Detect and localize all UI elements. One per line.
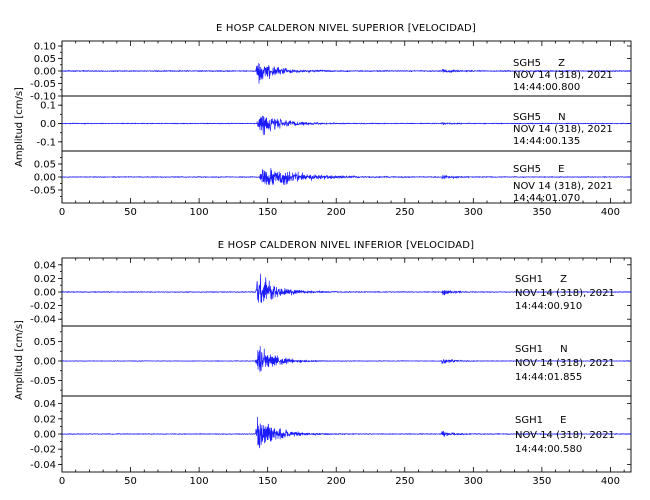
lower-panel-1-ytick-label: 0.04	[34, 260, 56, 271]
lower-figure: E HOSP CALDERON NIVEL INFERIOR [VELOCIDA…	[14, 240, 632, 487]
upper-xtick-label: 400	[601, 207, 620, 218]
upper-title: E HOSP CALDERON NIVEL SUPERIOR [VELOCIDA…	[216, 23, 476, 34]
lower-panel-3-ytick-label: 0.00	[34, 430, 56, 441]
upper-panel-2-ytick-label: 0.1	[40, 101, 56, 112]
upper-panel-3-yticks: 0.05 0.00 -0.05	[30, 157, 631, 197]
lower-panel-1-station-code: SGH1	[515, 274, 543, 285]
lower-panel-3-ytick-label: 0.04	[34, 399, 56, 410]
upper-panel-2-trace	[61, 115, 632, 135]
upper-panel-3-date: NOV 14 (318), 2021	[513, 181, 613, 192]
lower-panel-2-date: NOV 14 (318), 2021	[515, 358, 615, 369]
lower-panel-1: 0.04 0.02 0.00 -0.02 -0.04 SGH1 Z NOV 14 (31…	[30, 257, 632, 327]
upper-panel-2-ytick-label: 0.0	[40, 119, 56, 130]
lower-panel-3-date: NOV 14 (318), 2021	[515, 430, 615, 441]
upper-panel-2-station: SGH5 N	[513, 112, 566, 123]
upper-panel-3-ytick-label: 0.05	[34, 160, 56, 171]
upper-xtick-label: 0	[59, 207, 65, 218]
upper-xtick-label: 150	[258, 207, 277, 218]
lower-panel-1-component: Z	[560, 274, 567, 285]
upper-panel-3-component: E	[558, 164, 564, 175]
lower-panel-2-ytick-label: 0.05	[34, 337, 56, 348]
upper-panel-3: 0.050.00-0.05 SGH5 E NOV 14 (318), 2021 …	[30, 150, 632, 204]
upper-xtick-label: 300	[464, 207, 483, 218]
upper-panel-1-date: NOV 14 (318), 2021	[513, 70, 613, 81]
lower-panel-3-ytick-label: 0.02	[34, 414, 56, 425]
lower-ylabel: Amplitud [cm/s]	[14, 320, 25, 400]
lower-panel-2-ytick-label: -0.05	[30, 376, 56, 387]
upper-panel-1-ytick-label: 0.10	[34, 42, 56, 53]
upper-xtick-label: 200	[327, 207, 346, 218]
lower-panel-3-time: 14:44:00.580	[515, 444, 582, 455]
lower-panel-2-ytick-label: 0.00	[34, 357, 56, 368]
lower-panel-3: 0.04 0.02 0.00 -0.02 -0.04 SGH1 E NOV 14 (31…	[30, 395, 632, 473]
upper-panel-2-station-code: SGH5	[513, 112, 541, 123]
upper-xtick-label: 250	[395, 207, 414, 218]
upper-xtick-label: 50	[124, 207, 137, 218]
lower-panel-1-ytick-label: -0.04	[30, 315, 56, 326]
upper-panel-1: 0.100.05 0.00-0.05 -0.10 SGH5 Z NOV 14 (31…	[30, 40, 632, 103]
upper-panel-1-ytick-label: 0.05	[34, 54, 56, 65]
upper-panel-1-ytick-label: -0.10	[30, 92, 56, 103]
lower-panel-2-component: N	[560, 344, 567, 355]
lower-xaxis: 0 50 100 150 200 250 300 350 400	[59, 258, 625, 487]
upper-panel-2-ytick-label: -0.1	[36, 137, 56, 148]
upper-panel-3-time: 14:44:01.070	[513, 193, 580, 204]
upper-panel-3-trace	[61, 168, 632, 185]
lower-panel-2-time: 14:44:01.855	[515, 372, 582, 383]
upper-panel-1-station-code: SGH5	[513, 58, 541, 69]
lower-panel-3-ytick-label: -0.04	[30, 460, 56, 471]
upper-panel-1-trace	[61, 63, 632, 84]
lower-title: E HOSP CALDERON NIVEL INFERIOR [VELOCIDA…	[218, 240, 475, 251]
upper-panel-1-ytick-label: 0.00	[34, 67, 56, 78]
lower-panel-1-trace	[61, 273, 632, 303]
lower-panel-1-ytick-label: -0.02	[30, 301, 56, 312]
upper-xtick-label: 350	[532, 207, 551, 218]
upper-panel-3-ytick-label: -0.05	[30, 186, 56, 197]
upper-ylabel: Amplitud [cm/s]	[14, 87, 25, 167]
upper-panel-2-time: 14:44:00.135	[513, 136, 580, 147]
lower-panel-1-station: SGH1 Z	[515, 274, 567, 285]
lower-xtick-label: 250	[395, 476, 414, 487]
upper-panel-1-ytick-label: -0.05	[30, 79, 56, 90]
lower-panel-1-ytick-label: 0.02	[34, 274, 56, 285]
lower-panel-3-station-code: SGH1	[515, 415, 543, 426]
lower-panel-1-date: NOV 14 (318), 2021	[515, 288, 615, 299]
lower-panel-3-station: SGH1 E	[515, 415, 567, 426]
lower-xtick-label: 0	[59, 476, 65, 487]
upper-figure: E HOSP CALDERON NIVEL SUPERIOR [VELOCIDA…	[14, 23, 632, 218]
upper-panel-1-station: SGH5 Z	[513, 58, 565, 69]
lower-xtick-label: 100	[190, 476, 209, 487]
upper-panel-3-station-code: SGH5	[513, 164, 541, 175]
lower-panel-3-component: E	[560, 415, 566, 426]
upper-xtick-label: 100	[190, 207, 209, 218]
upper-panel-3-station: SGH5 E	[513, 164, 565, 175]
upper-panel-2-date: NOV 14 (318), 2021	[513, 124, 613, 135]
lower-panel-2: 0.050.00-0.05 SGH1 N NOV 14 (318), 2021 …	[30, 325, 632, 397]
lower-panel-2-trace	[61, 346, 632, 373]
lower-xtick-label: 50	[124, 476, 137, 487]
lower-xtick-label: 300	[464, 476, 483, 487]
lower-panel-3-trace	[61, 416, 632, 449]
lower-xtick-label: 150	[258, 476, 277, 487]
lower-panel-2-station: SGH1 N	[515, 344, 568, 355]
lower-panel-2-station-code: SGH1	[515, 344, 543, 355]
upper-panel-1-component: Z	[558, 58, 565, 69]
upper-panel-2: 0.1 0.0 -0.1 SGH5 N NOV 14 (318), 2021 14:…	[36, 95, 632, 152]
upper-panel-2-component: N	[558, 112, 565, 123]
lower-xtick-label: 200	[327, 476, 346, 487]
upper-xaxis: 0 50 100 150 200 250 300 350 400	[59, 41, 625, 218]
lower-panel-1-ytick-label: 0.00	[34, 288, 56, 299]
upper-panel-2-yticks: 0.1 0.0 -0.1	[36, 101, 631, 148]
upper-panel-3-ytick-label: 0.00	[34, 173, 56, 184]
lower-xtick-label: 350	[532, 476, 551, 487]
lower-panel-3-ytick-label: -0.02	[30, 445, 56, 456]
lower-panel-1-time: 14:44:00.910	[515, 301, 582, 312]
lower-xtick-label: 400	[601, 476, 620, 487]
lower-panel-1-yticks: 0.04 0.02 0.00 -0.02 -0.04	[30, 260, 631, 326]
upper-panel-1-time: 14:44:00.800	[513, 82, 580, 93]
